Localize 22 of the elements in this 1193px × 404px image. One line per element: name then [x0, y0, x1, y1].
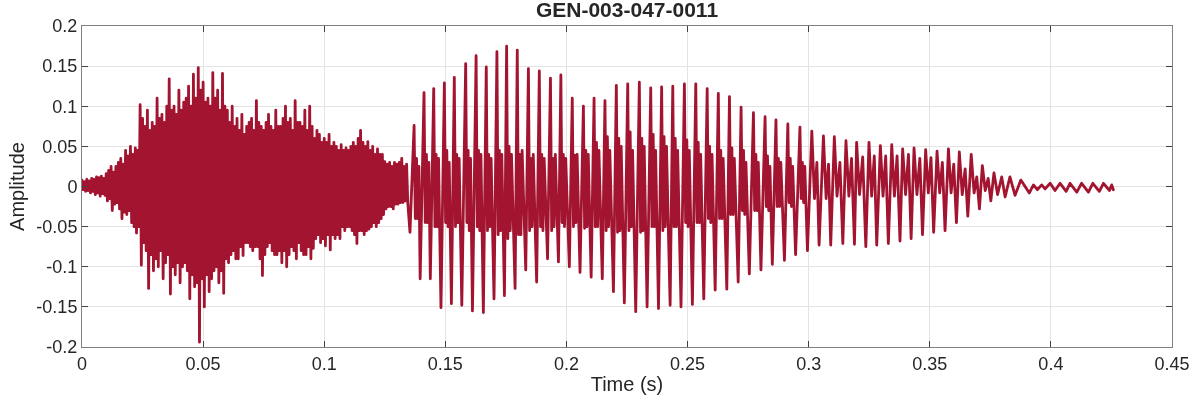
- y-tick-label: 0.15: [42, 56, 78, 77]
- y-tick-label: -0.2: [46, 337, 78, 358]
- x-tick-label: 0.3: [796, 353, 822, 374]
- x-tick-label: 0.1: [311, 353, 337, 374]
- y-axis-title: Amplitude: [5, 142, 28, 231]
- y-tick-label: -0.05: [36, 216, 78, 237]
- y-tick-label: 0: [67, 176, 78, 197]
- y-tick-label: -0.15: [36, 297, 78, 318]
- line-series: [82, 44, 1115, 344]
- y-tick-label: 0.2: [52, 16, 78, 37]
- x-tick-label: 0.4: [1038, 353, 1064, 374]
- y-tick-label: -0.1: [46, 257, 78, 278]
- x-tick-label: 0.35: [912, 353, 948, 374]
- x-axis-title: Time (s): [590, 373, 664, 396]
- chart-title: GEN-003-047-0011: [535, 0, 719, 22]
- x-tick-label: 0.05: [185, 353, 221, 374]
- x-tick-label: 0.45: [1154, 353, 1190, 374]
- y-tick-label: 0.1: [52, 96, 78, 117]
- x-tick-label: 0.25: [670, 353, 706, 374]
- x-tick-label: 0.2: [553, 353, 579, 374]
- y-tick-label: 0.05: [42, 136, 78, 157]
- x-tick-label: 0.15: [427, 353, 463, 374]
